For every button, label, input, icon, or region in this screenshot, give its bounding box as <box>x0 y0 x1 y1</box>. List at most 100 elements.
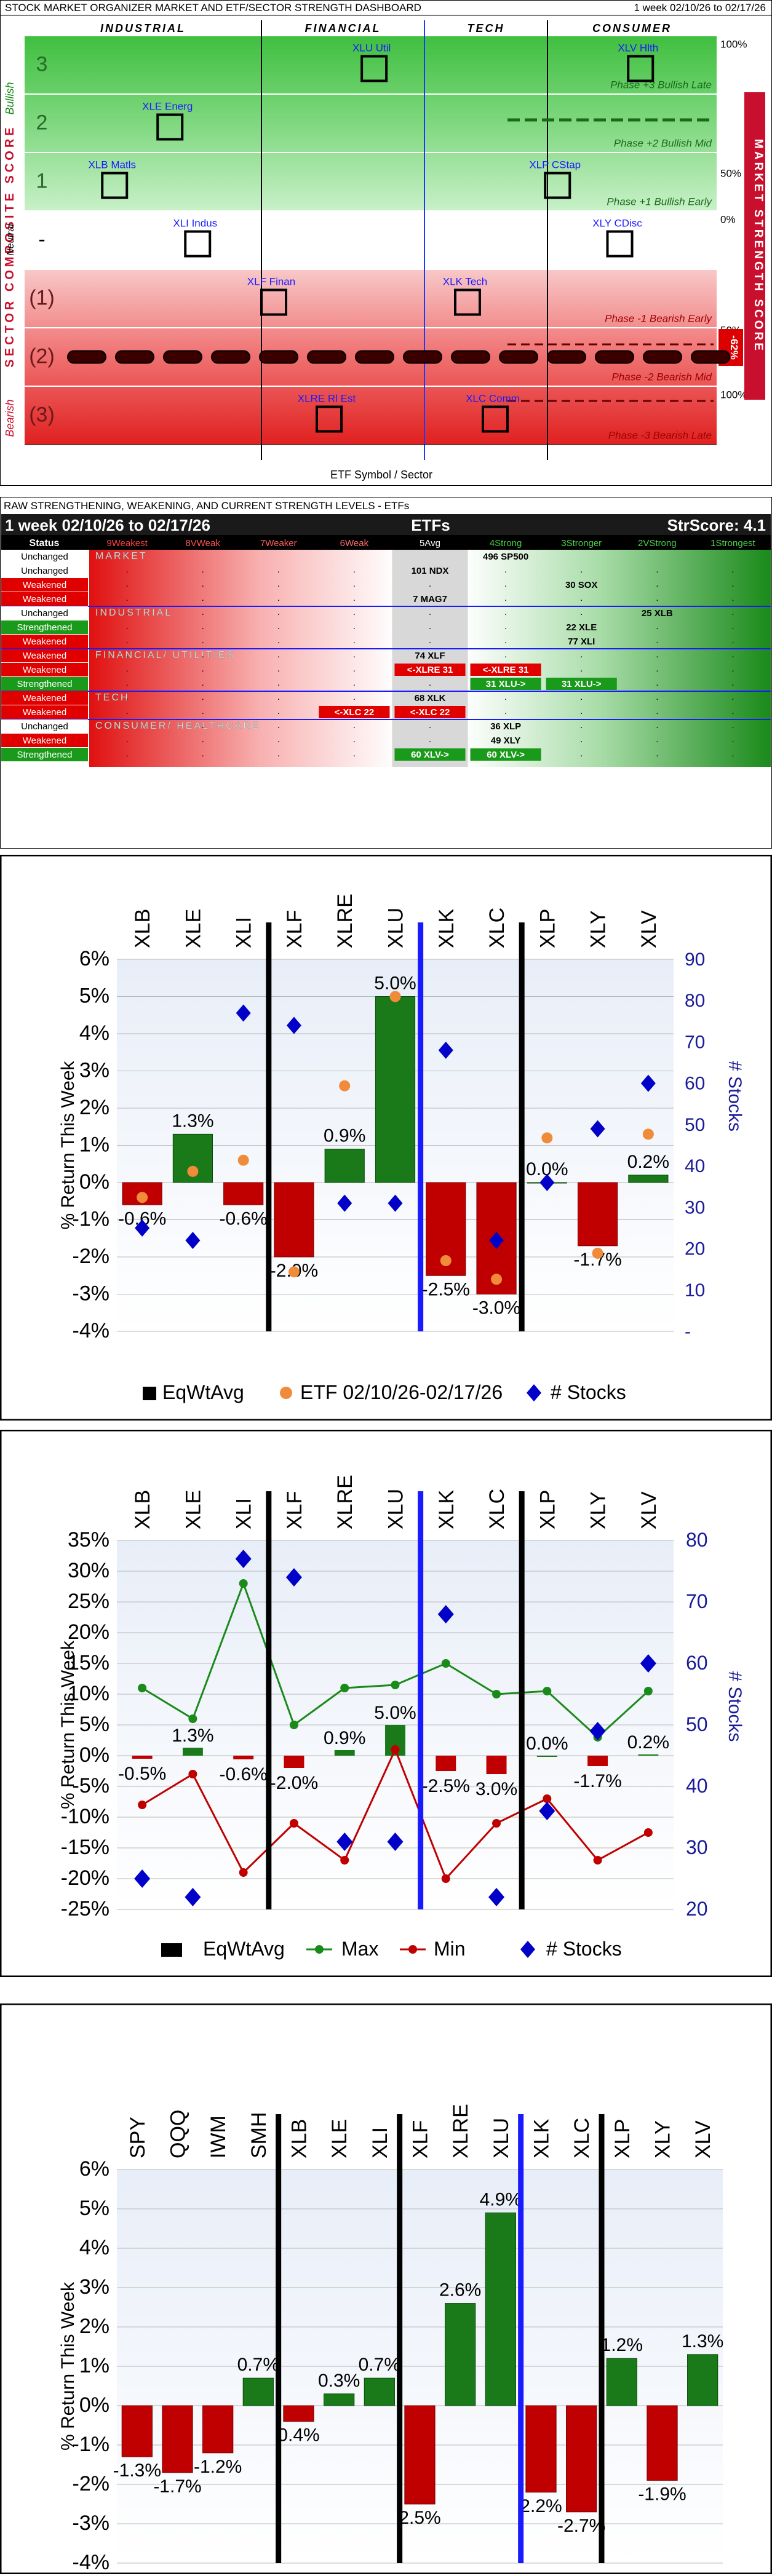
raw-dot: . <box>429 720 431 731</box>
eqwt-data-label: -1.7% <box>573 1771 621 1791</box>
raw-etfs-label: ETFs <box>411 516 450 534</box>
etf-data-label: -1.9% <box>638 2484 686 2505</box>
etf-return-dot <box>137 1192 148 1203</box>
chart-eqwt-etf-stocks: -4% -3% -2% -1% 0% 1% 2% 3% 4% 5% 6% - 10 20 30 40 50 60 7… <box>0 855 772 1421</box>
eqwt-data-label: 5.0% <box>374 973 416 994</box>
pct-label: 100% <box>720 39 747 50</box>
raw-dot: . <box>656 748 658 759</box>
raw-dot: . <box>277 593 280 603</box>
eqwt-data-label: 1.3% <box>172 1111 213 1131</box>
etf-data-label: 1.2% <box>601 2335 643 2355</box>
raw-status-text: Strengthened <box>17 622 72 633</box>
etf-marker-square <box>360 55 388 82</box>
max-point <box>239 1579 248 1588</box>
raw-dot: . <box>504 692 507 702</box>
eqwt-bar <box>233 1756 254 1759</box>
raw-dot: . <box>202 565 204 575</box>
y-tick-label: 25% <box>68 1590 109 1613</box>
etf-data-label: 4.9% <box>480 2189 522 2209</box>
raw-status-text: Weakened <box>23 651 66 661</box>
raw-dot: . <box>580 692 583 702</box>
stock-count-diamond <box>135 1219 150 1237</box>
eqwt-data-label: -2.0% <box>270 1773 318 1793</box>
raw-etf-cell: 30 SOX <box>565 580 598 590</box>
raw-etf-cell: 74 XLF <box>415 651 445 661</box>
raw-group-name: TECH <box>95 692 130 703</box>
y2-tick-label: 30 <box>686 1836 708 1858</box>
y-tick-label: 1% <box>79 1133 109 1157</box>
pct-label: 100% <box>720 389 747 401</box>
raw-dot: . <box>731 720 734 731</box>
raw-group-name: INDUSTRIAL <box>95 608 172 618</box>
etf-marker-label: XLE Energ <box>142 101 193 113</box>
etf-marker-square <box>316 405 343 433</box>
etf-return-bar <box>566 2405 597 2513</box>
etf-marker-label: XLC Comm <box>466 393 520 405</box>
legend-label: EqWtAvg <box>203 1938 285 1960</box>
etf-marker-square <box>482 405 509 433</box>
raw-dot: . <box>731 607 734 617</box>
raw-dot: . <box>504 706 507 716</box>
eqwt-bar <box>334 1750 355 1756</box>
raw-dot: . <box>580 720 583 731</box>
etf-marker-label: XLU Util <box>352 42 391 54</box>
raw-levels-bar <box>1 535 771 550</box>
raw-dot: . <box>125 607 128 617</box>
eqwt-data-label: 5.0% <box>374 1703 416 1723</box>
raw-status-text: Weakened <box>23 707 66 718</box>
legend-swatch-stocks <box>520 1941 535 1958</box>
etf-marker-label: XLV Hlth <box>618 42 658 54</box>
raw-etf-cell: 25 XLB <box>642 608 673 619</box>
y-tick-label: 6% <box>79 2157 109 2181</box>
market-score-value: -62% <box>728 335 740 360</box>
raw-etf-cell: <-XLRE 31 <box>407 665 453 675</box>
eqwt-data-label: 0.9% <box>324 1126 365 1146</box>
raw-dot: . <box>353 607 356 617</box>
etf-return-bar <box>364 2377 395 2406</box>
y-tick-label: 0% <box>79 1170 109 1194</box>
phase-label: Phase +2 Bullish Mid <box>614 138 712 149</box>
bearish-mid-pill <box>115 350 154 364</box>
raw-table-svg: RAW STRENGTHENING, WEAKENING, AND CURREN… <box>0 497 772 849</box>
raw-etf-cell: 36 XLP <box>490 721 521 732</box>
raw-dot: . <box>125 579 128 589</box>
raw-status-text: Weakened <box>23 580 66 590</box>
eqwt-bar <box>486 1756 507 1774</box>
stock-count-diamond <box>640 1654 656 1673</box>
raw-level-header: 1Strongest <box>710 538 755 549</box>
y2-tick-label: 40 <box>685 1156 705 1176</box>
raw-dot: . <box>580 706 583 716</box>
raw-dot: . <box>731 593 734 603</box>
stock-count-diamond <box>286 1017 301 1034</box>
neutral-label: Neutral <box>6 224 16 256</box>
x-tick-label: XLE <box>328 2119 351 2158</box>
y2-tick-label: 40 <box>686 1775 708 1797</box>
etf-marker-square <box>101 172 129 199</box>
phase-label: Phase +1 Bullish Early <box>607 196 712 208</box>
phase-label: Phase -2 Bearish Mid <box>611 371 712 383</box>
etf-marker-square <box>454 288 481 316</box>
y-tick-label: -2% <box>73 2472 109 2495</box>
raw-status-cell <box>1 719 88 733</box>
raw-dot: . <box>580 607 583 617</box>
raw-dot: . <box>656 734 658 745</box>
bearish-mid-pill <box>451 350 490 364</box>
bearish-mid-pill <box>403 350 442 364</box>
x-tick-label: XLP <box>536 909 559 948</box>
y-tick-label: -25% <box>61 1897 109 1920</box>
raw-status-cell <box>1 734 88 747</box>
raw-status-text: Weakened <box>23 735 66 746</box>
sector-header: TECH <box>468 22 505 34</box>
raw-dot: . <box>656 692 658 702</box>
left-axis-title: SECTOR COMPOSITE SCORE <box>3 124 17 367</box>
sector-header-bg <box>25 20 717 35</box>
y-tick-label: -10% <box>61 1805 109 1828</box>
etf-return-dot <box>389 991 401 1002</box>
y-tick-label: 5% <box>79 2197 109 2220</box>
max-point <box>188 1714 197 1723</box>
bearish-mid-pill <box>355 350 394 364</box>
dashboard-x-title: ETF Symbol / Sector <box>330 469 432 481</box>
row-score: 1 <box>36 170 48 193</box>
raw-dot: . <box>731 692 734 702</box>
raw-dot: . <box>580 565 583 575</box>
